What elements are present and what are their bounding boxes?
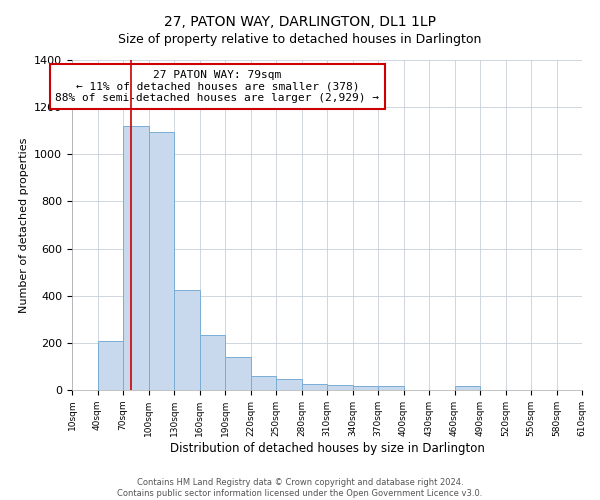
- Bar: [327, 386, 353, 390]
- Bar: [455, 386, 480, 390]
- Bar: [199, 334, 225, 390]
- Text: Size of property relative to detached houses in Darlington: Size of property relative to detached ho…: [118, 32, 482, 46]
- Text: 27 PATON WAY: 79sqm
← 11% of detached houses are smaller (378)
88% of semi-detac: 27 PATON WAY: 79sqm ← 11% of detached ho…: [55, 70, 379, 103]
- Text: Contains HM Land Registry data © Crown copyright and database right 2024.
Contai: Contains HM Land Registry data © Crown c…: [118, 478, 482, 498]
- Bar: [97, 340, 123, 390]
- Bar: [276, 380, 302, 390]
- Bar: [353, 386, 378, 390]
- Bar: [123, 126, 149, 390]
- Y-axis label: Number of detached properties: Number of detached properties: [19, 138, 29, 312]
- Text: 27, PATON WAY, DARLINGTON, DL1 1LP: 27, PATON WAY, DARLINGTON, DL1 1LP: [164, 15, 436, 29]
- Bar: [251, 376, 276, 390]
- Bar: [378, 386, 404, 390]
- Bar: [149, 132, 174, 390]
- X-axis label: Distribution of detached houses by size in Darlington: Distribution of detached houses by size …: [170, 442, 484, 454]
- Bar: [302, 384, 327, 390]
- Bar: [174, 290, 199, 390]
- Bar: [225, 357, 251, 390]
